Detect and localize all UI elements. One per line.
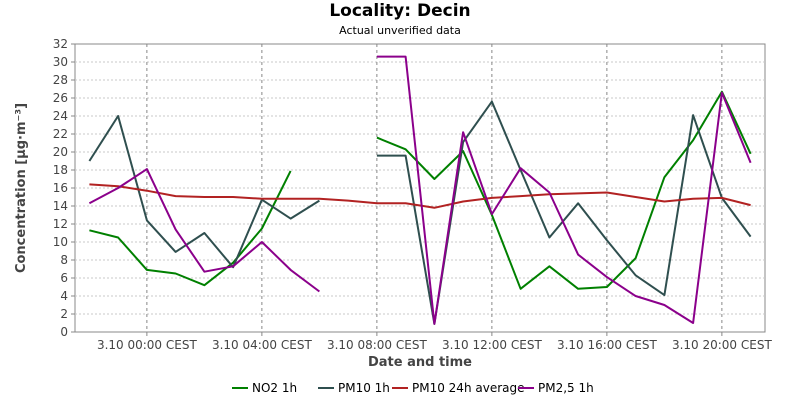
x-tick-label: 3.10 08:00 CEST bbox=[327, 338, 428, 352]
y-tick-label: 26 bbox=[53, 91, 68, 105]
series-line-segment bbox=[88, 168, 320, 293]
y-tick-label: 24 bbox=[53, 109, 68, 123]
series-line-segment bbox=[89, 183, 751, 209]
x-tick-label: 3.10 04:00 CEST bbox=[212, 338, 313, 352]
y-tick-label: 30 bbox=[53, 55, 68, 69]
series-pm10-24h-average bbox=[89, 183, 751, 209]
legend: NO2 1h PM10 1h PM10 24h average PM2,5 1h bbox=[232, 381, 594, 395]
y-tick-label: 28 bbox=[53, 73, 68, 87]
series-line-segment bbox=[89, 170, 292, 287]
x-tick-label: 3.10 12:00 CEST bbox=[442, 338, 543, 352]
y-tick-label: 22 bbox=[53, 127, 68, 141]
y-axis-label: Concentration [µg·m⁻³] bbox=[14, 103, 29, 273]
y-tick-label: 18 bbox=[53, 163, 68, 177]
y-tick-label: 12 bbox=[53, 217, 68, 231]
chart-title: Locality: Decin bbox=[329, 1, 471, 21]
x-axis-ticks: 3.10 00:00 CEST 3.10 04:00 CEST 3.10 08:00… bbox=[97, 332, 773, 352]
y-tick-label: 14 bbox=[53, 199, 68, 213]
legend-item: PM2,5 1h bbox=[518, 381, 594, 395]
legend-label: NO2 1h bbox=[252, 381, 297, 395]
y-tick-label: 10 bbox=[53, 235, 68, 249]
y-tick-label: 4 bbox=[60, 289, 68, 303]
y-tick-label: 2 bbox=[60, 307, 68, 321]
x-axis-label: Date and time bbox=[368, 355, 472, 370]
legend-label: PM10 1h bbox=[338, 381, 390, 395]
series-line-segment bbox=[88, 115, 320, 269]
y-tick-label: 0 bbox=[60, 325, 68, 339]
x-tick-label: 3.10 00:00 CEST bbox=[97, 338, 198, 352]
series-line-segment bbox=[376, 55, 752, 325]
series-lines bbox=[88, 55, 752, 325]
y-tick-label: 16 bbox=[53, 181, 68, 195]
legend-item: PM10 1h bbox=[318, 381, 390, 395]
y-tick-label: 32 bbox=[53, 37, 68, 51]
legend-label: PM2,5 1h bbox=[538, 381, 594, 395]
y-tick-label: 20 bbox=[53, 145, 68, 159]
legend-label: PM10 24h average bbox=[412, 381, 525, 395]
legend-item: NO2 1h bbox=[232, 381, 297, 395]
y-tick-label: 8 bbox=[60, 253, 68, 267]
chart-subtitle: Actual unverified data bbox=[339, 24, 461, 37]
y-tick-label: 6 bbox=[60, 271, 68, 285]
series-pm2-5-1h bbox=[88, 55, 752, 325]
x-tick-label: 3.10 16:00 CEST bbox=[557, 338, 658, 352]
x-tick-label: 3.10 20:00 CEST bbox=[672, 338, 773, 352]
legend-item: PM10 24h average bbox=[392, 381, 525, 395]
